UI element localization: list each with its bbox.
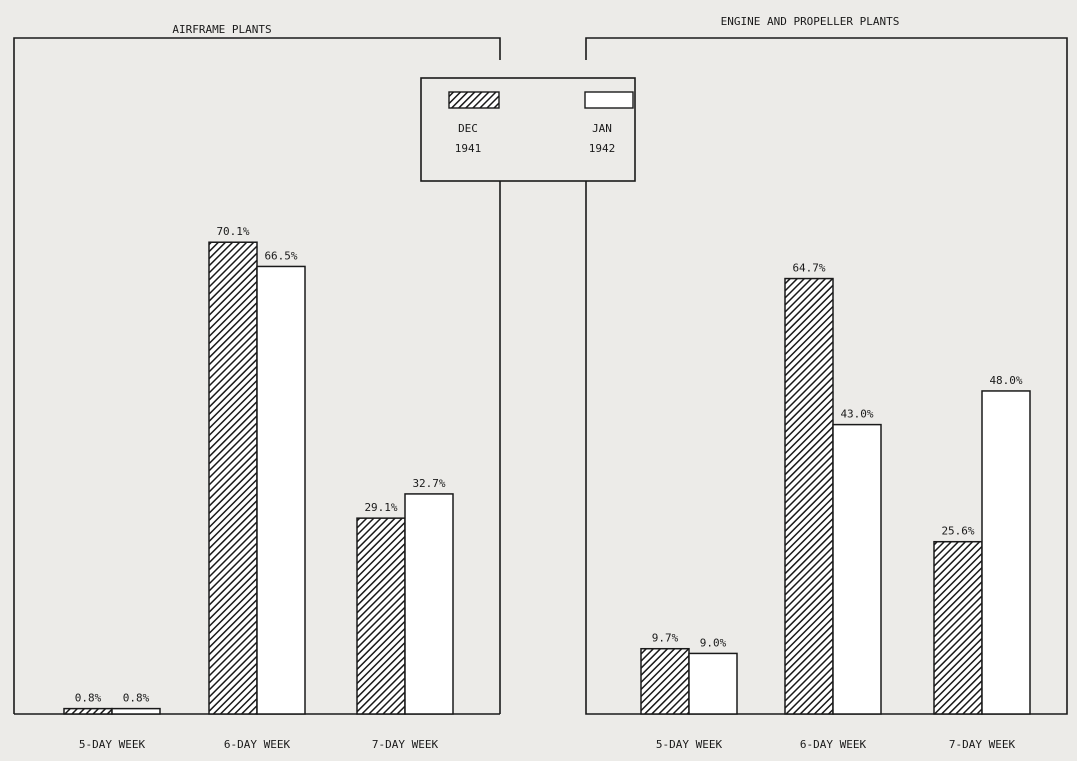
bar-engine-and-propeller-plants-6-day-week-jan-1942 bbox=[832, 423, 882, 715]
data-label-airframe-plants-7-day-week-dec-1941: 29.1% bbox=[364, 501, 397, 514]
legend-label-dec: DEC bbox=[458, 122, 478, 135]
data-label-airframe-plants-6-day-week-dec-1941: 70.1% bbox=[216, 225, 249, 238]
legend-swatch-jan-1942 bbox=[584, 91, 634, 109]
bar-airframe-plants-6-day-week-jan-1942 bbox=[256, 265, 306, 715]
bar-engine-and-propeller-plants-5-day-week-jan-1942 bbox=[688, 652, 738, 715]
data-label-engine-and-propeller-plants-7-day-week-jan-1942: 48.0% bbox=[989, 374, 1022, 387]
bar-engine-and-propeller-plants-6-day-week-dec-1941 bbox=[784, 277, 834, 715]
bar-engine-and-propeller-plants-5-day-week-dec-1941 bbox=[640, 647, 690, 715]
legend-label-1941: 1941 bbox=[455, 142, 482, 155]
x-tick-labels: 5-DAY WEEK 6-DAY WEEK 7-DAY WEEK 5-DAY WEEK… bbox=[79, 738, 1016, 751]
x-tick-label-airframe-plants-7-day-week: 7-DAY WEEK bbox=[372, 738, 439, 751]
x-tick-label-engine-and-propeller-plants-5-day-week: 5-DAY WEEK bbox=[656, 738, 723, 751]
x-tick-label-airframe-plants-5-day-week: 5-DAY WEEK bbox=[79, 738, 146, 751]
bar-engine-and-propeller-plants-7-day-week-dec-1941 bbox=[933, 540, 983, 715]
data-label-airframe-plants-6-day-week-jan-1942: 66.5% bbox=[264, 249, 297, 262]
data-label-engine-and-propeller-plants-7-day-week-dec-1941: 25.6% bbox=[941, 525, 974, 538]
data-label-engine-and-propeller-plants-5-day-week-dec-1941: 9.7% bbox=[652, 632, 679, 645]
bar-airframe-plants-7-day-week-jan-1942 bbox=[404, 493, 454, 715]
bar-group-engine-propeller: 9.7% 9.0% 64.7% 43.0% 25.6% 48.0% bbox=[640, 262, 1031, 715]
bar-airframe-plants-6-day-week-dec-1941 bbox=[208, 241, 258, 715]
bar-engine-and-propeller-plants-7-day-week-jan-1942 bbox=[981, 390, 1031, 715]
panel-engine-propeller: ENGINE AND PROPELLER PLANTS 9.7% 9.0% 64.7… bbox=[585, 15, 1068, 715]
panel-frame-right bbox=[585, 37, 1068, 715]
panel-airframe: AIRFRAME PLANTS 0.8% 0.8% 70.1% 66.5% 29.1% 3… bbox=[13, 23, 501, 715]
x-tick-label-engine-and-propeller-plants-6-day-week: 6-DAY WEEK bbox=[800, 738, 867, 751]
legend-label-1942: 1942 bbox=[589, 142, 616, 155]
x-tick-label-engine-and-propeller-plants-7-day-week: 7-DAY WEEK bbox=[949, 738, 1016, 751]
bar-airframe-plants-7-day-week-dec-1941 bbox=[356, 517, 406, 715]
data-label-airframe-plants-5-day-week-jan-1942: 0.8% bbox=[123, 692, 150, 705]
data-label-engine-and-propeller-plants-5-day-week-jan-1942: 9.0% bbox=[700, 636, 727, 649]
panel-title-airframe: AIRFRAME PLANTS bbox=[172, 23, 271, 36]
panel-frame-left bbox=[13, 37, 501, 714]
bar-group-airframe: 0.8% 0.8% 70.1% 66.5% 29.1% 32.7% bbox=[63, 225, 454, 715]
bar-airframe-plants-5-day-week-dec-1941 bbox=[63, 707, 113, 715]
legend-label-jan: JAN bbox=[592, 122, 612, 135]
data-label-airframe-plants-5-day-week-dec-1941: 0.8% bbox=[75, 692, 102, 705]
legend: DEC 1941 JAN 1942 bbox=[420, 77, 636, 182]
data-label-airframe-plants-7-day-week-jan-1942: 32.7% bbox=[412, 477, 445, 490]
bar-airframe-plants-5-day-week-jan-1942 bbox=[111, 707, 161, 715]
data-label-engine-and-propeller-plants-6-day-week-jan-1942: 43.0% bbox=[840, 408, 873, 421]
data-label-engine-and-propeller-plants-6-day-week-dec-1941: 64.7% bbox=[792, 262, 825, 275]
panel-title-engine-propeller: ENGINE AND PROPELLER PLANTS bbox=[721, 15, 900, 28]
x-tick-label-airframe-plants-6-day-week: 6-DAY WEEK bbox=[224, 738, 291, 751]
legend-swatch-dec-1941 bbox=[448, 91, 500, 109]
